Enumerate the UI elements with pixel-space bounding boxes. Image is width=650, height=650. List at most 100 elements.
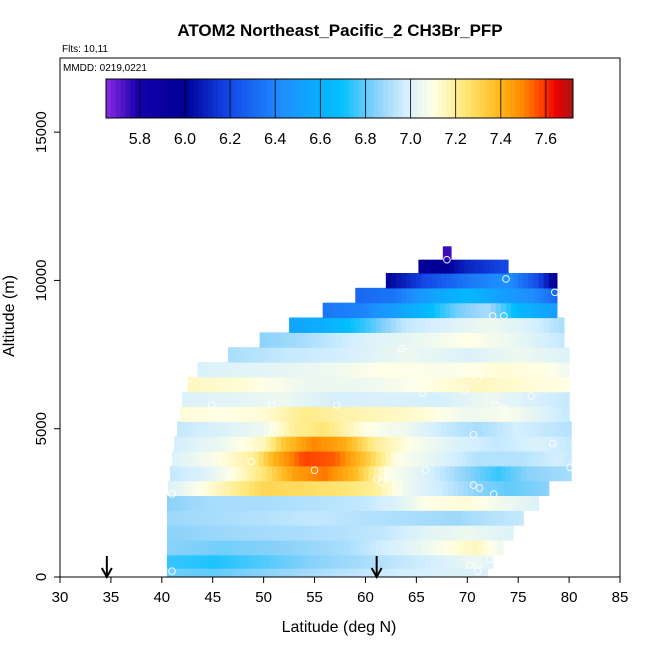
heatmap-cell	[370, 539, 377, 556]
heatmap-cell	[434, 406, 441, 422]
heatmap-cell	[319, 539, 326, 556]
heatmap-cell	[531, 406, 538, 422]
heatmap-cell	[246, 465, 253, 482]
heatmap-cell	[431, 287, 438, 304]
heatmap-cell	[502, 450, 509, 467]
heatmap-cell	[462, 287, 468, 304]
heatmap-cell	[460, 465, 466, 482]
heatmap-cell	[345, 361, 351, 378]
heatmap-cell	[324, 317, 331, 333]
heatmap-cell	[553, 361, 560, 378]
heatmap-cell	[202, 361, 209, 378]
colorbar-swatch	[422, 79, 428, 118]
heatmap-cell	[495, 465, 502, 482]
heatmap-cell	[365, 554, 372, 569]
heatmap-cell	[228, 510, 234, 526]
heatmap-cell	[197, 510, 204, 526]
heatmap-cell	[236, 465, 242, 482]
heatmap-cell	[472, 421, 479, 437]
heatmap-cell	[370, 361, 377, 378]
heatmap-cell	[396, 317, 402, 333]
heatmap-cell	[457, 376, 463, 393]
heatmap-cell	[385, 421, 392, 437]
heatmap-cell	[363, 406, 370, 422]
heatmap-cell	[479, 259, 486, 274]
heatmap-cell	[289, 510, 295, 526]
heatmap-cell	[472, 510, 479, 526]
heatmap-cell	[225, 465, 232, 482]
heatmap-cell	[356, 480, 362, 497]
heatmap-cell	[183, 480, 189, 497]
heatmap-cell	[324, 568, 331, 578]
heatmap-cell	[431, 347, 438, 363]
heatmap-cell	[273, 361, 280, 378]
x-tick-label: 80	[561, 589, 578, 606]
heatmap-cell	[335, 480, 342, 497]
heatmap-cell	[273, 450, 280, 467]
heatmap-cell	[494, 259, 501, 274]
heatmap-cell	[370, 450, 377, 467]
colorbar-swatch	[412, 79, 418, 118]
colorbar-tick-label: 6.0	[174, 131, 196, 148]
heatmap-cell	[434, 465, 441, 482]
heatmap-cell	[513, 361, 519, 378]
heatmap-cell	[327, 406, 334, 422]
heatmap-cell	[197, 450, 204, 467]
heatmap-cell	[253, 525, 260, 541]
heatmap-cell	[360, 287, 367, 304]
heatmap-cell	[505, 302, 512, 319]
colorbar-swatch	[144, 79, 151, 118]
heatmap-cell	[340, 568, 346, 578]
heatmap-cell	[518, 391, 524, 408]
heatmap-cell	[253, 361, 260, 378]
heatmap-cell	[287, 406, 293, 422]
heatmap-cell	[329, 554, 336, 569]
heatmap-cell	[255, 436, 262, 452]
colorbar	[105, 78, 574, 119]
heatmap-cell	[355, 347, 361, 363]
colorbar-tick-label: 7.6	[535, 131, 557, 148]
heatmap-cell	[483, 332, 490, 348]
heatmap-cell	[309, 376, 316, 393]
heatmap-cell	[487, 525, 494, 541]
heatmap-cell	[365, 568, 372, 578]
heatmap-cell	[535, 436, 542, 452]
heatmap-cell	[187, 376, 193, 393]
heatmap-cell	[396, 287, 402, 304]
heatmap-cell	[518, 510, 524, 526]
heatmap-cell	[421, 317, 428, 333]
heatmap-cell	[446, 317, 453, 333]
heatmap-cell	[401, 421, 407, 437]
heatmap-cell	[192, 568, 199, 578]
heatmap-cell	[297, 465, 303, 482]
heatmap-cell	[290, 480, 296, 497]
heatmap-cell	[281, 465, 288, 482]
heatmap-cell	[271, 406, 278, 422]
heatmap-cell	[336, 436, 343, 452]
heatmap-cell	[172, 525, 178, 541]
heatmap-cell	[521, 465, 527, 482]
heatmap-cell	[302, 465, 309, 482]
heatmap-cell	[497, 376, 504, 393]
heatmap-cell	[518, 450, 524, 467]
heatmap-cell	[319, 421, 326, 437]
heatmap-cell	[531, 465, 538, 482]
heatmap-cell	[385, 539, 392, 556]
heatmap-cell	[258, 554, 265, 569]
heatmap-cell	[314, 317, 321, 333]
heatmap-cell	[360, 347, 367, 363]
heatmap-cell	[528, 287, 535, 304]
heatmap-cell	[187, 554, 193, 569]
heatmap-cell	[401, 525, 407, 541]
heatmap-cell	[426, 450, 433, 467]
heatmap-cell	[238, 495, 244, 511]
flight-arrow	[100, 556, 113, 580]
heatmap-cell	[444, 465, 451, 482]
heatmap-cell	[263, 539, 270, 556]
heatmap-cell	[294, 361, 300, 378]
heatmap-cell	[249, 480, 256, 497]
heatmap-cell	[380, 391, 387, 408]
heatmap-cell	[299, 361, 305, 378]
heatmap-cell	[248, 361, 255, 378]
heatmap-cell	[437, 480, 444, 497]
